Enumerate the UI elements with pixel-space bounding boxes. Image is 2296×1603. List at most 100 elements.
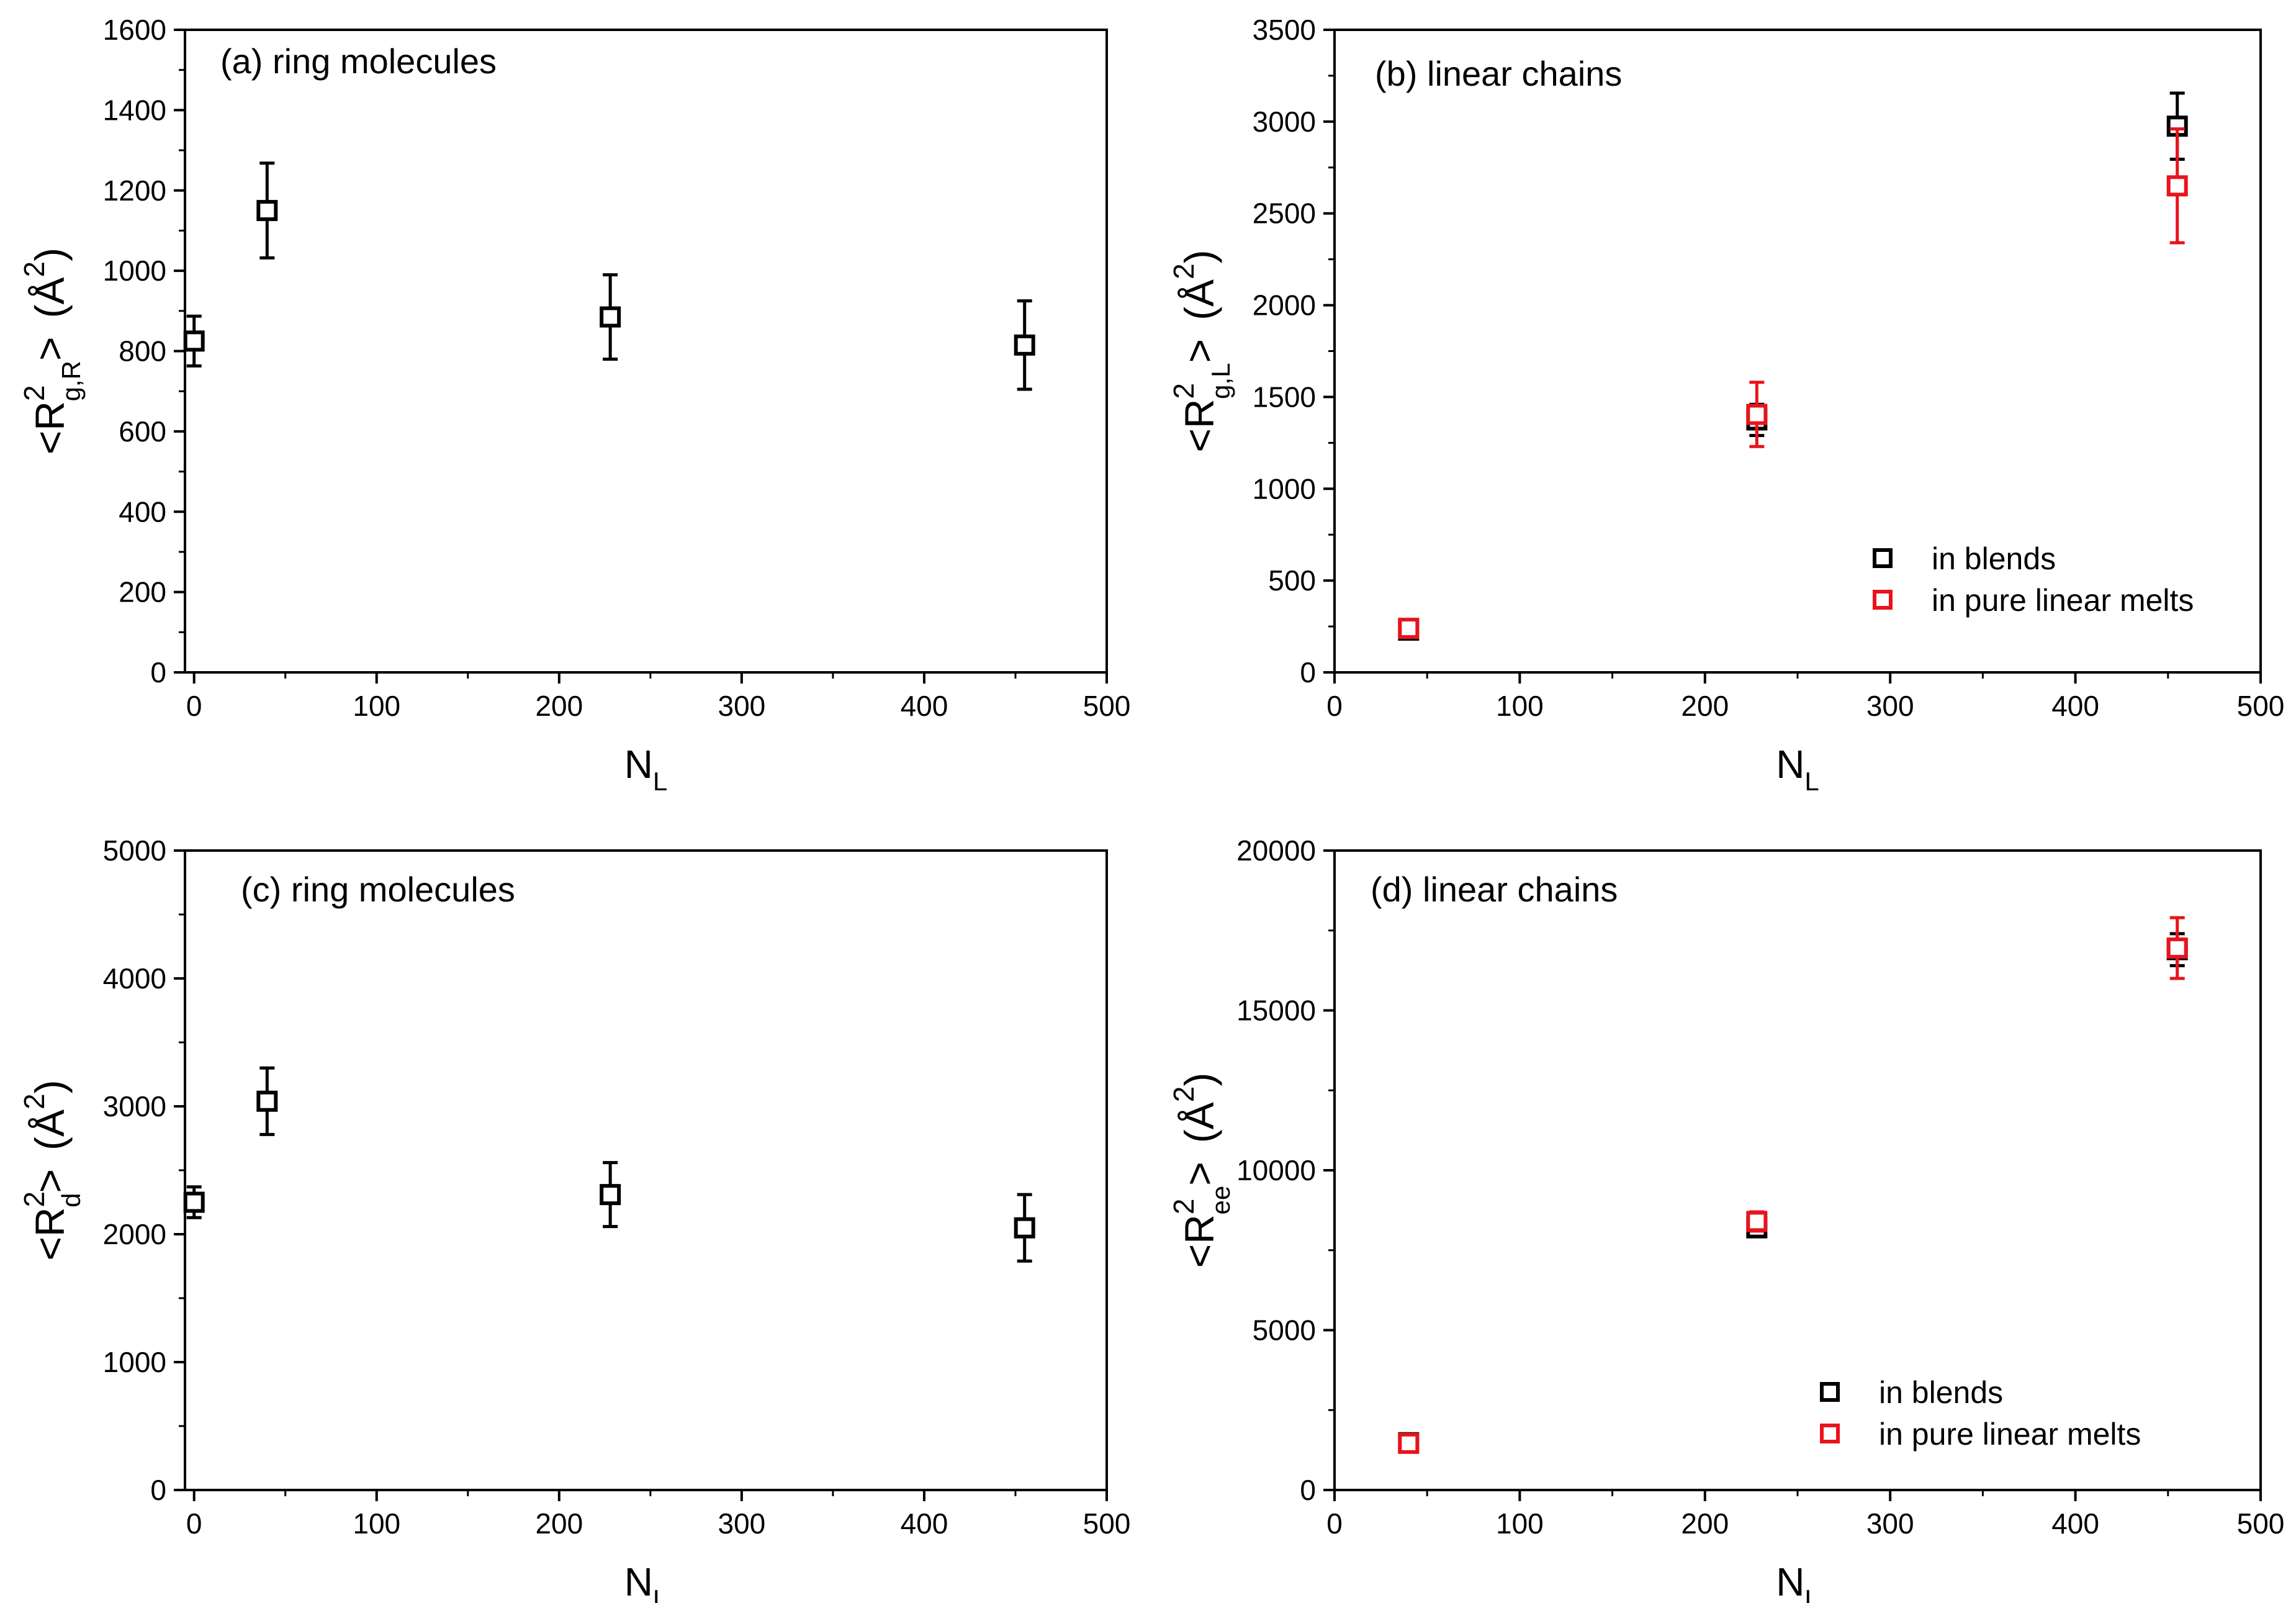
data-point [2166,937,2188,959]
panel-label: (b) linear chains [1375,54,1622,93]
x-tick-label: 100 [353,1507,400,1540]
y-tick-label: 0 [150,656,166,689]
y-tick-label: 0 [1300,1474,1316,1506]
y-tick-label: 3500 [1253,14,1316,46]
y-axis-label-part: ) [27,1080,73,1093]
x-tick-label: 200 [1681,690,1729,722]
x-tick-label: 0 [1326,690,1343,722]
x-axis-label: NL [624,742,668,796]
plot-frame [1333,29,2262,674]
panel-label: (c) ring molecules [241,870,515,909]
data-point [256,200,278,222]
y-tick-label: 15000 [1236,995,1316,1027]
x-axis-label-main: N [624,742,653,787]
x-axis-label-sub: L [1804,1584,1819,1603]
x-tick-label: 100 [1496,1507,1544,1540]
x-tick-label: 100 [353,690,400,722]
data-point [183,1191,205,1213]
y-tick-label: 1500 [1253,381,1316,413]
y-axis-label-part: 2 [1168,1199,1200,1215]
x-tick-label: 0 [186,1507,202,1540]
y-axis-label: <R2 g,R>(Å2) [18,248,86,454]
x-tick-label: 400 [901,1507,948,1540]
y-tick-label: 3000 [103,1090,166,1122]
data-point [1398,618,1420,639]
x-tick-label: 300 [718,690,766,722]
y-tick-label: 2000 [1253,289,1316,322]
y-axis-label-part: ) [1176,250,1222,263]
y-tick-label: 1600 [103,14,166,46]
y-tick-label: 400 [119,495,166,528]
y-axis-label-part: g,R [56,361,86,401]
series-0 [183,1066,1035,1263]
x-axis-label-sub: L [653,767,667,796]
x-axis-label: NL [624,1560,668,1603]
x-tick-label: 300 [718,1507,766,1540]
data-point [600,1184,621,1206]
data-point [1014,334,1035,356]
x-tick-label: 0 [186,690,202,722]
legend-label: in blends [1932,541,2056,576]
x-tick-label: 400 [2051,1507,2099,1540]
y-tick-label: 4000 [103,962,166,995]
y-tick-label: 200 [119,576,166,608]
y-axis-label-part: d [56,1193,86,1207]
x-tick-label: 200 [1681,1507,1729,1540]
y-tick-label: 2500 [1253,197,1316,230]
y-tick-label: 0 [150,1474,166,1506]
data-point [2166,175,2188,197]
series-1 [1398,916,2188,1454]
y-axis-label-part: <R [27,1207,73,1260]
plot-frame [184,29,1108,674]
y-tick-label: 5000 [103,834,166,867]
x-tick-label: 300 [1866,1507,1914,1540]
x-axis-label-sub: L [653,1584,667,1603]
y-axis-label: <R2 ee>(Å2) [1168,1073,1235,1268]
legend: in blends in pure linear melts [1820,1375,2141,1452]
y-tick-label: 500 [1268,564,1316,597]
y-tick-label: 0 [1300,656,1316,689]
panel-d: 0 100 200 300 400 50005000100001500020000(d) … [1168,834,2284,1603]
series-0 [1398,932,2188,1453]
data-point [256,1090,278,1112]
y-axis-label-part: g,L [1206,363,1235,399]
y-axis-label-part: > [1176,1162,1222,1186]
legend-marker [1873,590,1893,610]
x-tick-label: 400 [901,690,948,722]
y-axis-label-part: > [1176,339,1222,363]
data-point [1398,1432,1420,1454]
series-0 [183,161,1035,391]
x-tick-label: 400 [2051,690,2099,722]
y-axis-label-part: ee [1206,1186,1235,1215]
series-1 [1398,127,2188,639]
y-axis-label-part: 2 [1168,263,1200,279]
x-tick-label: 200 [535,1507,583,1540]
y-tick-label: 1400 [103,94,166,126]
x-tick-label: 500 [1083,1507,1131,1540]
x-axis-label-main: N [624,1560,653,1603]
y-axis-label: <R2 g,L>(Å2) [1168,250,1235,452]
x-tick-label: 500 [2237,690,2285,722]
x-axis-label-main: N [1776,1560,1804,1603]
y-tick-label: 1000 [103,1346,166,1378]
y-axis-label-part: <R [27,401,73,454]
x-tick-label: 200 [535,690,583,722]
x-axis-label-main: N [1776,742,1804,787]
y-tick-label: 1000 [103,255,166,287]
panel-c: 0 100 200 300 400 500010002000300040005000(c)… [18,834,1130,1603]
y-axis-label-part: 2 [18,1191,50,1208]
y-tick-label: 10000 [1236,1154,1316,1186]
legend-marker [1820,1382,1840,1402]
y-axis-label-part: ) [27,248,73,261]
y-tick-label: 20000 [1236,834,1316,867]
data-point [1746,404,1768,425]
panel-a: 0 100 200 300 400 500 0 200 400 600 800 1000 1200 140… [18,14,1130,796]
data-point [1014,1217,1035,1239]
x-axis-label: NL [1776,1560,1819,1603]
x-axis-label-sub: L [1804,767,1819,796]
x-axis-label: NL [1776,742,1819,796]
y-tick-label: 800 [119,335,166,368]
legend-label: in blends [1879,1375,2003,1410]
x-tick-label: 100 [1496,690,1544,722]
panel-b: 0 100 200 300 400 500 0 500 1000 1500 2000 2500 3000… [1168,14,2284,796]
